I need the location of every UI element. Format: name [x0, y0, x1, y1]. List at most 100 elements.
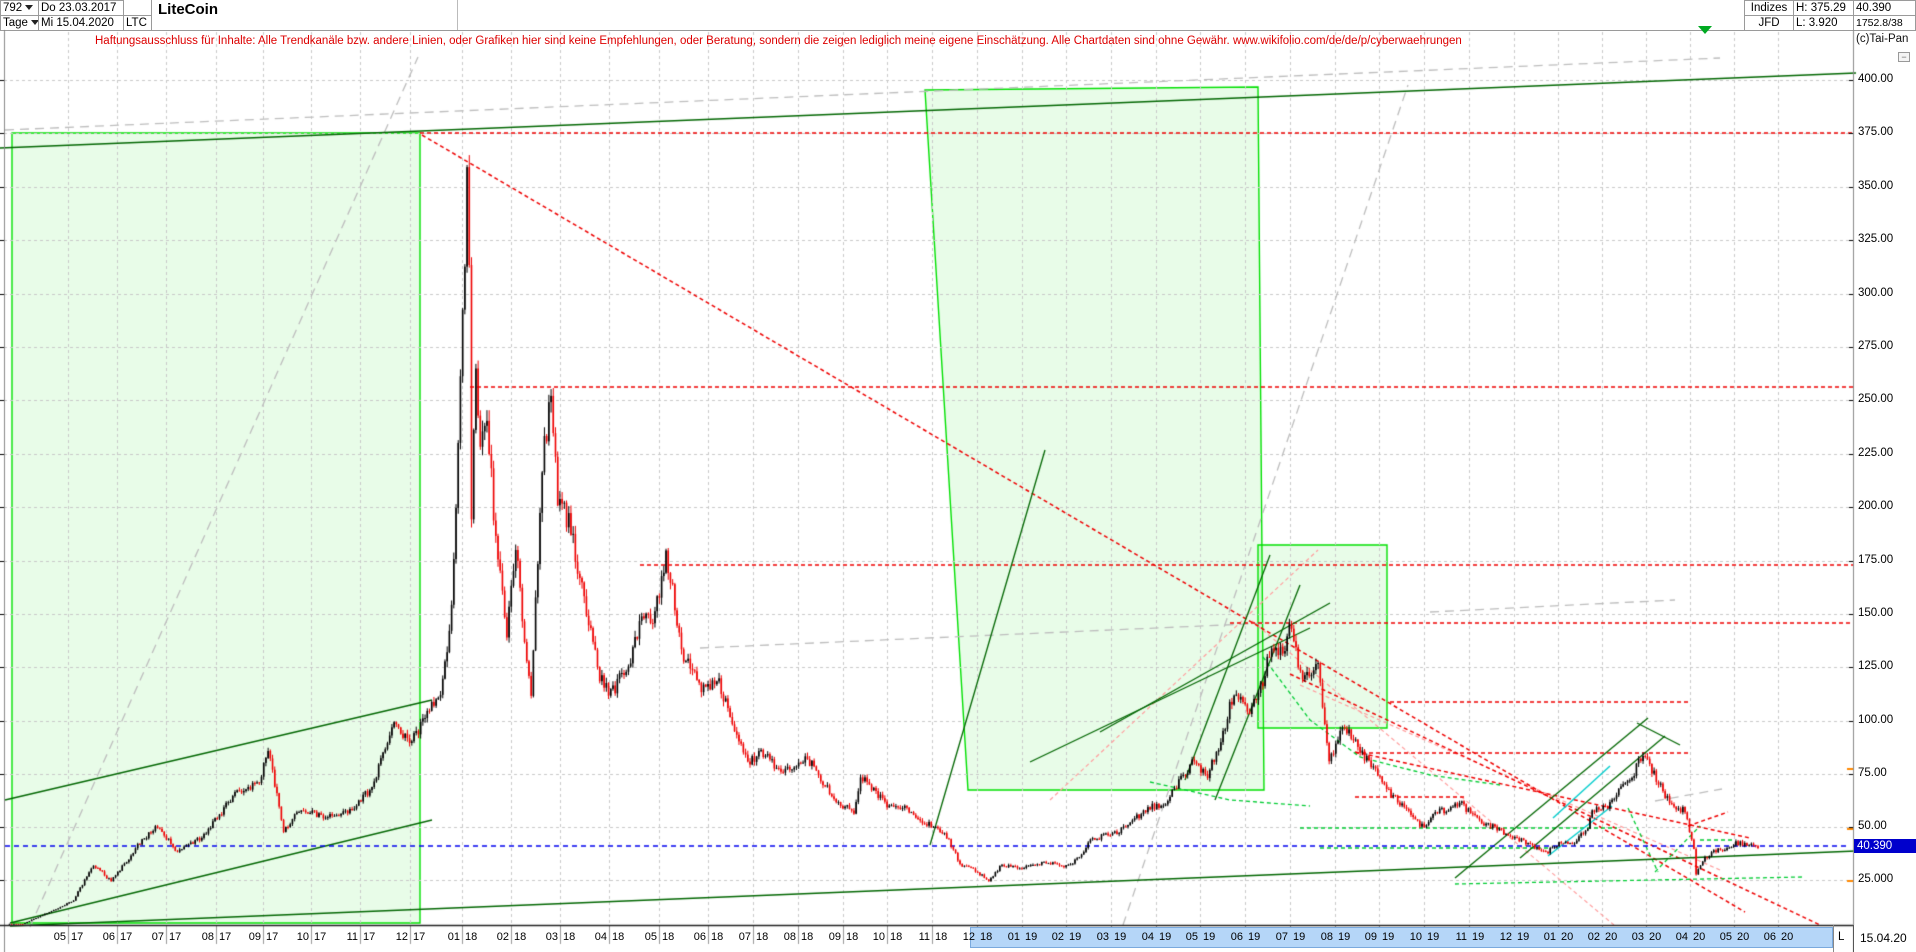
x-axis-label: 05	[1185, 931, 1198, 943]
x-axis-label: 05	[53, 931, 66, 943]
y-axis-label: 25.000	[1858, 873, 1894, 885]
x-axis-label: 18	[514, 931, 527, 943]
x-axis-label: 17	[169, 931, 182, 943]
x-axis-label: 18	[465, 931, 478, 943]
x-axis-label: 06	[1763, 931, 1776, 943]
x-axis-label: 18	[890, 931, 903, 943]
y-axis-label: 375.00	[1858, 126, 1894, 138]
x-axis-label: 09	[828, 931, 841, 943]
x-axis-label: 10	[872, 931, 885, 943]
divider	[1833, 925, 1834, 952]
x-axis-label: 19	[1293, 931, 1306, 943]
x-axis-label: 08	[1320, 931, 1333, 943]
x-axis-label: 06	[1230, 931, 1243, 943]
x-axis-label: 19	[1069, 931, 1082, 943]
x-axis-label: 20	[1693, 931, 1706, 943]
copyright-label: (c)Tai-Pan	[1856, 33, 1909, 45]
x-axis-label: 07	[1275, 931, 1288, 943]
y-axis-label: 150.00	[1858, 607, 1894, 619]
x-axis-label: 20	[1605, 931, 1618, 943]
x-axis-label: 12	[395, 931, 408, 943]
x-axis-label: 19	[1517, 931, 1530, 943]
x-axis-label: 01	[1007, 931, 1020, 943]
x-axis-label: 09	[248, 931, 261, 943]
x-axis-label: 04	[1675, 931, 1688, 943]
x-axis-label: 12	[1499, 931, 1512, 943]
x-axis-selection-highlight	[970, 927, 1833, 948]
x-axis-label: 17	[219, 931, 232, 943]
x-axis-label: 07	[151, 931, 164, 943]
collapse-button[interactable]: −	[1898, 52, 1910, 62]
current-price-badge: 40.390	[1854, 839, 1916, 853]
x-axis-label: 19	[1427, 931, 1440, 943]
x-axis-label: 17	[266, 931, 279, 943]
x-axis-label: 10	[1409, 931, 1422, 943]
x-axis-label: 02	[1587, 931, 1600, 943]
x-axis-label: 06	[693, 931, 706, 943]
x-axis-label: 08	[783, 931, 796, 943]
x-axis-label: 19	[1248, 931, 1261, 943]
x-axis-label: 17	[314, 931, 327, 943]
x-axis-label: 03	[545, 931, 558, 943]
y-axis-label: 325.00	[1858, 233, 1894, 245]
x-axis-label: 19	[1025, 931, 1038, 943]
x-axis-label: 20	[1561, 931, 1574, 943]
x-axis-label: 04	[1141, 931, 1154, 943]
y-axis-label: 125.00	[1858, 660, 1894, 672]
x-axis-label: 07	[738, 931, 751, 943]
x-axis-label: 18	[756, 931, 769, 943]
x-axis-label: 17	[71, 931, 84, 943]
x-axis-label: 17	[413, 931, 426, 943]
x-axis-label: 20	[1649, 931, 1662, 943]
x-axis-label: 17	[363, 931, 376, 943]
x-axis-label: 18	[612, 931, 625, 943]
y-axis-label: 225.00	[1858, 447, 1894, 459]
x-axis-label: 18	[662, 931, 675, 943]
x-axis-label: 19	[1382, 931, 1395, 943]
y-axis-label: 275.00	[1858, 340, 1894, 352]
x-axis-label: 12	[962, 931, 975, 943]
x-axis-label: 18	[563, 931, 576, 943]
y-axis-label: 400.00	[1858, 73, 1894, 85]
x-axis-label: 19	[1114, 931, 1127, 943]
y-axis-label: 100.00	[1858, 714, 1894, 726]
x-axis-label: 20	[1737, 931, 1750, 943]
x-axis-label: 18	[711, 931, 724, 943]
x-axis-label: 11	[918, 931, 930, 943]
x-axis-label: 18	[935, 931, 948, 943]
y-axis-label: 175.00	[1858, 554, 1894, 566]
x-axis-label: 06	[102, 931, 115, 943]
x-axis-label: 02	[496, 931, 509, 943]
y-axis-label: 350.00	[1858, 180, 1894, 192]
x-axis-label: 19	[1338, 931, 1351, 943]
x-axis-label: 18	[801, 931, 814, 943]
x-axis-label: 18	[980, 931, 993, 943]
x-axis-label: 05	[644, 931, 657, 943]
x-axis-label: 08	[201, 931, 214, 943]
x-axis-label: 17	[120, 931, 133, 943]
x-axis-label: 11	[346, 931, 358, 943]
x-axis-label: 19	[1159, 931, 1172, 943]
x-axis-label: 04	[594, 931, 607, 943]
x-axis-label: 01	[447, 931, 460, 943]
cursor-date-cell: 15.04.20	[1853, 925, 1916, 952]
x-axis-label: 20	[1781, 931, 1794, 943]
y-axis-label: 300.00	[1858, 287, 1894, 299]
x-axis-label: 10	[296, 931, 309, 943]
disclaimer-text: Haftungsausschluss für Inhalte: Alle Tre…	[95, 35, 1462, 47]
x-axis-label: 19	[1472, 931, 1485, 943]
y-axis-label: 200.00	[1858, 500, 1894, 512]
y-axis-label: 75.00	[1858, 767, 1887, 779]
y-axis-label: 50.00	[1858, 820, 1887, 832]
y-axis-label: 250.00	[1858, 393, 1894, 405]
x-axis-label: 03	[1631, 931, 1644, 943]
x-axis-label: 19	[1203, 931, 1216, 943]
last-column-label: L	[1838, 931, 1845, 943]
x-axis-label: 01	[1543, 931, 1556, 943]
event-marker-icon	[1698, 26, 1712, 34]
x-axis-label: 02	[1051, 931, 1064, 943]
x-axis-label: 05	[1719, 931, 1732, 943]
x-axis-label: 18	[846, 931, 859, 943]
